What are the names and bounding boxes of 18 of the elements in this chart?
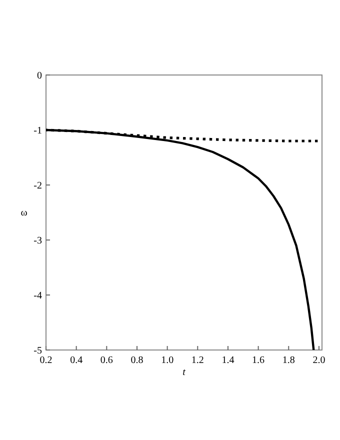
y-tick-label: -4 [34, 290, 42, 302]
y-tick-label: -1 [34, 126, 42, 136]
x-tick-label: 1.6 [252, 355, 265, 366]
x-axis-title: t [182, 367, 186, 378]
x-tick-label: 0.2 [40, 355, 52, 366]
x-tick-label: 0.4 [70, 355, 83, 366]
x-tick-label: 1.8 [282, 355, 295, 366]
y-tick-label: -2 [34, 180, 42, 192]
y-tick-label: -3 [34, 236, 42, 246]
x-tick-label: 1.2 [191, 355, 204, 366]
x-tick-label: 1.4 [222, 355, 234, 366]
x-tick-label: 0.8 [130, 355, 144, 366]
x-tick-label: 1.0 [161, 355, 174, 366]
y-axis-title: ω [20, 208, 28, 218]
x-tick-label: 2.0 [312, 355, 326, 366]
y-tick-label: -5 [34, 346, 42, 356]
x-tick-label: 0.6 [100, 355, 113, 366]
y-tick-label: 0 [37, 70, 42, 82]
